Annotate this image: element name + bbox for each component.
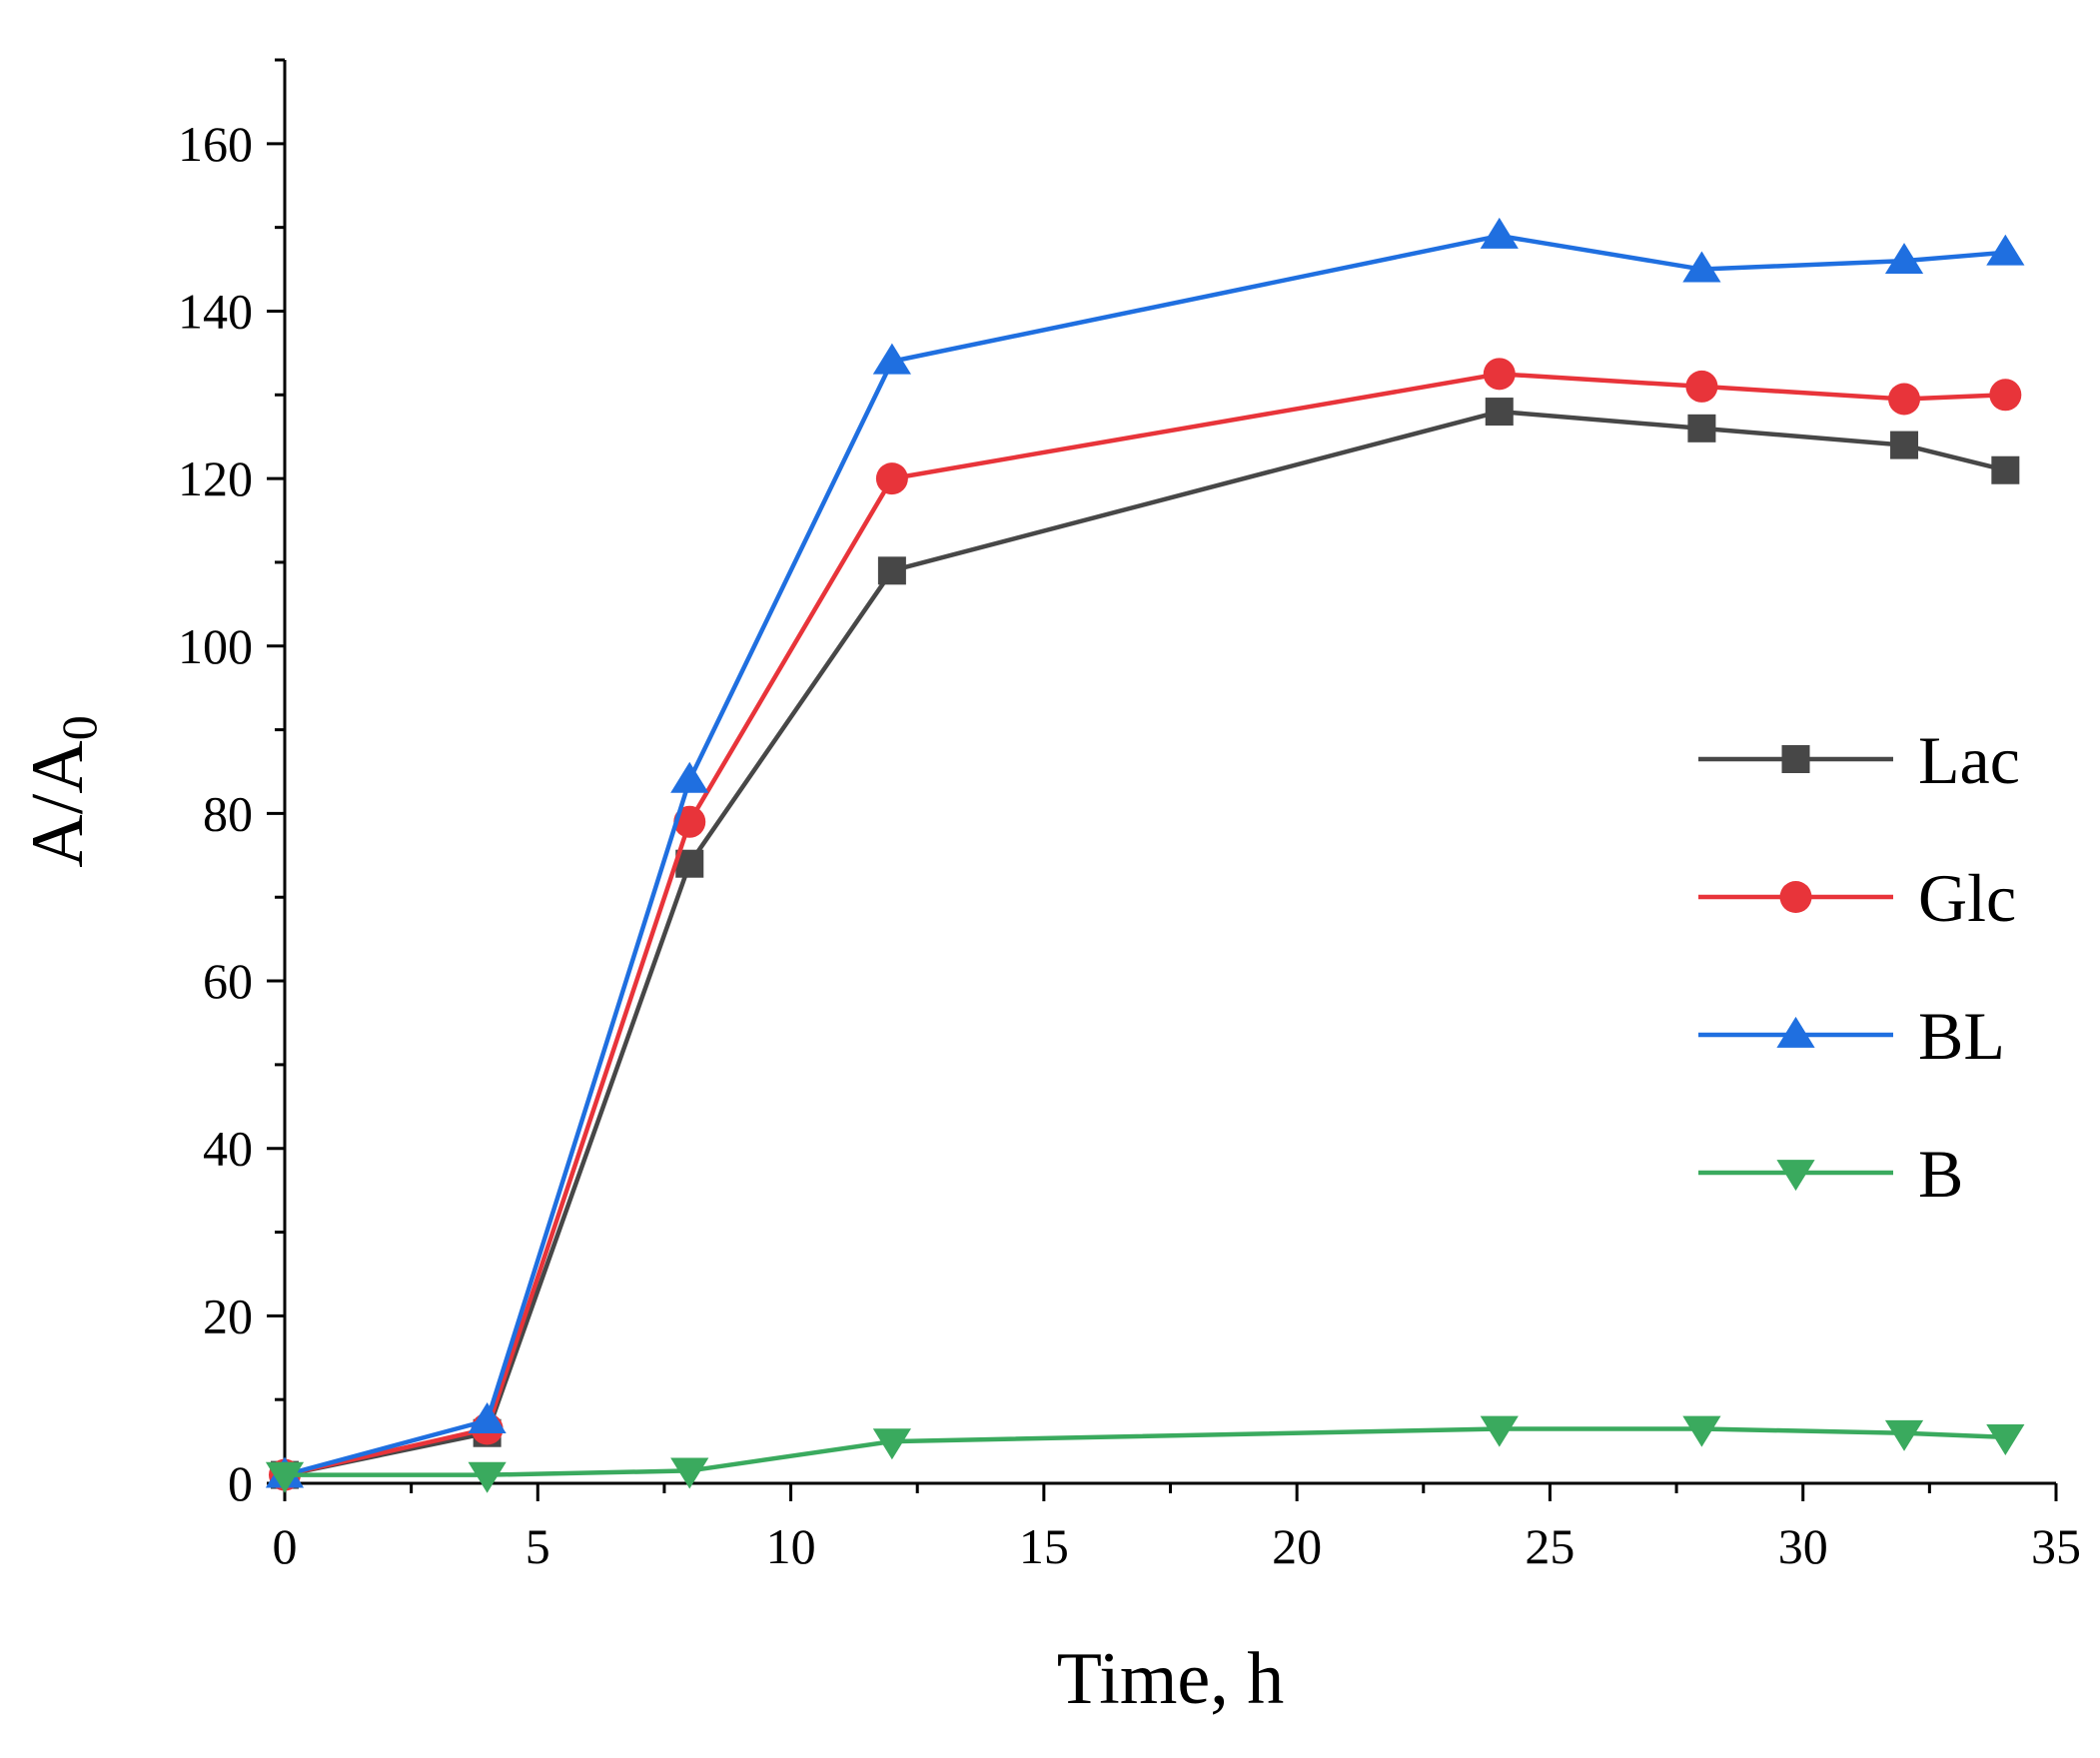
- x-tick-label: 5: [525, 1518, 550, 1574]
- data-point: [877, 556, 906, 585]
- x-tick-label: 0: [273, 1518, 298, 1574]
- data-point: [670, 761, 709, 793]
- series-layer: [265, 217, 2025, 1493]
- data-point: [265, 1461, 305, 1493]
- series-line: [284, 372, 2006, 1477]
- x-tick-label: 30: [1778, 1518, 1828, 1574]
- data-point: [1485, 398, 1514, 427]
- x-tick-label: 25: [1525, 1518, 1575, 1574]
- series-line: [284, 233, 2006, 1477]
- series-line: [285, 1426, 2006, 1477]
- y-tick-label: 60: [203, 953, 253, 1009]
- legend-item-lac: Lac: [1698, 722, 2020, 798]
- data-point: [1884, 1419, 1924, 1451]
- legend: Lac Glc BL B: [1698, 722, 2020, 1212]
- legend-item-b: B: [1698, 1136, 1963, 1212]
- data-point: [1991, 455, 2020, 484]
- data-point: [1685, 370, 1718, 403]
- legend-swatch-marker: [1779, 881, 1812, 913]
- y-axis-title: A/A0: [17, 715, 107, 867]
- legend-label: BL: [1918, 998, 2005, 1074]
- legend-label: Lac: [1918, 722, 2020, 798]
- data-point: [468, 1461, 507, 1493]
- legend-item-glc: Glc: [1698, 860, 2016, 936]
- y-tick-label: 80: [203, 785, 253, 841]
- data-point: [1890, 431, 1919, 459]
- data-point: [1483, 358, 1516, 391]
- data-point: [872, 343, 911, 375]
- x-tick-label: 15: [1019, 1518, 1069, 1574]
- data-point: [673, 805, 706, 838]
- data-point: [1986, 234, 2025, 266]
- data-point: [875, 462, 908, 495]
- data-point: [1986, 1424, 2025, 1455]
- data-point: [872, 1428, 911, 1460]
- y-tick-label: 0: [228, 1455, 253, 1511]
- series-line: [284, 409, 2006, 1477]
- y-tick-label: 120: [178, 450, 253, 506]
- series-lac: [271, 398, 2020, 1489]
- axes: 0 5 10 15 20 25 30 35 0 20 40 60 80 100 120 140 160: [178, 58, 2081, 1574]
- legend-swatch-marker: [1776, 1016, 1815, 1048]
- y-axis-title-main: A/A: [17, 740, 99, 867]
- y-tick-label: 100: [178, 618, 253, 674]
- data-point: [1480, 217, 1519, 249]
- legend-swatch-marker: [1776, 1160, 1815, 1192]
- data-point: [1682, 251, 1721, 283]
- y-axis-title-subscript: 0: [51, 715, 107, 740]
- x-tick-label: 10: [766, 1518, 816, 1574]
- series-bl: [265, 217, 2025, 1488]
- series-glc: [269, 358, 2022, 1491]
- data-point: [1480, 1415, 1519, 1447]
- legend-swatch-marker: [1781, 745, 1810, 773]
- data-point: [1884, 243, 1924, 275]
- x-tick-label: 20: [1272, 1518, 1322, 1574]
- y-tick-label: 40: [203, 1121, 253, 1177]
- x-axis-title: Time, h: [1057, 1638, 1285, 1720]
- data-point: [1682, 1415, 1721, 1447]
- legend-item-bl: BL: [1698, 998, 2005, 1074]
- data-point: [1989, 379, 2022, 412]
- x-tick-label: 35: [2031, 1518, 2081, 1574]
- y-tick-label: 20: [203, 1288, 253, 1343]
- data-point: [1888, 383, 1921, 416]
- series-b: [265, 1415, 2025, 1493]
- data-point: [670, 1457, 709, 1489]
- legend-label: Glc: [1918, 860, 2016, 936]
- legend-label: B: [1918, 1136, 1963, 1212]
- data-point: [468, 1402, 507, 1434]
- y-tick-label: 140: [178, 283, 253, 339]
- y-tick-label: 160: [178, 116, 253, 172]
- data-point: [1687, 414, 1716, 442]
